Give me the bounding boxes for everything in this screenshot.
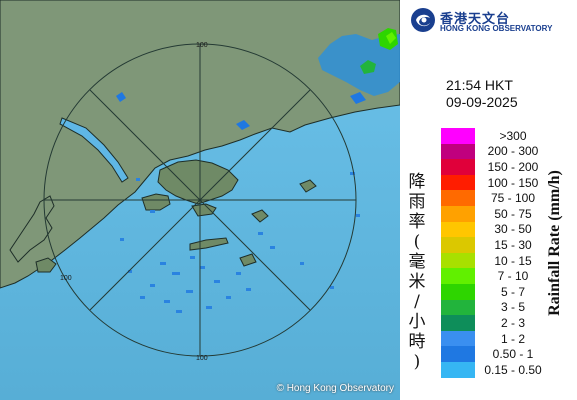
legend-swatch xyxy=(441,128,475,144)
legend-row: 5 - 7 xyxy=(441,283,551,300)
legend-title-chinese-char: 率 xyxy=(408,212,426,232)
legend-swatch xyxy=(441,237,475,253)
hko-name-chinese: 香港天文台 xyxy=(440,12,511,27)
legend-row: 15 - 30 xyxy=(441,237,551,253)
range-axis-diagonal-2 xyxy=(89,89,311,311)
radar-map: 100 100 100 © Hong Kong Observatory xyxy=(0,0,400,400)
legend-row: 1 - 2 xyxy=(441,330,551,347)
legend-row: 75 - 100 xyxy=(441,190,551,206)
radar-date: 09-09-2025 xyxy=(446,94,518,110)
legend-title-chinese-char: 時 xyxy=(408,332,426,352)
land-estuary-west xyxy=(9,195,55,263)
legend-label: 2 - 3 xyxy=(500,315,525,330)
legend-row: 2 - 3 xyxy=(441,315,551,331)
legend-label: 75 - 100 xyxy=(490,191,536,206)
legend-swatch xyxy=(441,159,475,175)
rain-echo-heavy-2 xyxy=(386,32,396,44)
range-label-north: 100 xyxy=(196,42,208,49)
legend-title-chinese-char: ) xyxy=(413,352,421,372)
land-river-channel xyxy=(59,117,129,183)
legend-label: 150 - 200 xyxy=(487,159,539,174)
copyright-text: © Hong Kong Observatory xyxy=(276,383,394,394)
legend-label: 200 - 300 xyxy=(487,144,539,159)
legend-label: >300 xyxy=(499,128,527,143)
info-panel: 香港天文台 HONG KONG OBSERVATORY 21:54 HKT 09… xyxy=(400,0,577,400)
legend-label: 100 - 150 xyxy=(487,175,539,190)
legend-swatch xyxy=(441,299,475,316)
legend-label: 7 - 10 xyxy=(497,269,529,284)
land-island-east-1 xyxy=(251,209,269,223)
legend-label: 10 - 15 xyxy=(494,253,532,268)
legend-row: 0.50 - 1 xyxy=(441,346,551,362)
land-island-east-2 xyxy=(299,179,317,193)
rain-echoes xyxy=(116,28,400,313)
legend-row: 0.15 - 0.50 xyxy=(441,361,551,378)
legend-row: 10 - 15 xyxy=(441,252,551,269)
legend-row: 50 - 75 xyxy=(441,205,551,222)
legend-title-chinese-char: 小 xyxy=(408,312,426,332)
legend-title-chinese-char: 雨 xyxy=(408,192,426,212)
legend-swatch xyxy=(441,283,475,300)
legend-label: 30 - 50 xyxy=(494,222,532,237)
hko-name-english: HONG KONG OBSERVATORY xyxy=(440,24,553,33)
legend-title-chinese-char: / xyxy=(414,292,420,312)
legend-label: 1 - 2 xyxy=(500,331,525,346)
legend-swatch xyxy=(441,174,475,191)
legend-swatch xyxy=(441,252,475,269)
legend-title-chinese: 降雨率(毫米 / 小時) xyxy=(408,172,426,372)
legend-swatch xyxy=(441,143,475,160)
legend-swatch xyxy=(441,268,475,284)
radar-time: 21:54 HKT xyxy=(446,77,513,93)
range-rings xyxy=(43,43,357,357)
legend-swatch xyxy=(441,315,475,331)
legend-row: 200 - 300 xyxy=(441,143,551,160)
rain-echo-moderate-1 xyxy=(360,60,376,74)
legend-row: >300 xyxy=(441,128,551,144)
rainfall-legend: >300 200 - 300 150 - 200 100 - 150 75 - 100 5… xyxy=(441,128,551,378)
legend-swatch xyxy=(441,330,475,347)
land-island-east-3 xyxy=(239,253,257,267)
legend-label: 0.50 - 1 xyxy=(492,347,534,362)
legend-swatch xyxy=(441,361,475,378)
legend-label: 5 - 7 xyxy=(500,284,525,299)
legend-title-chinese-char: 米 xyxy=(408,272,426,292)
legend-row: 3 - 5 xyxy=(441,299,551,316)
rain-echo-scatter-south xyxy=(120,172,360,313)
legend-title-chinese-char: ( xyxy=(413,232,421,252)
rain-echo-light-1 xyxy=(350,92,366,104)
legend-title-chinese-char: 毫 xyxy=(408,252,426,272)
range-label-south: 100 xyxy=(196,355,208,362)
hko-logo-icon xyxy=(411,8,435,32)
legend-label: 3 - 5 xyxy=(500,300,525,315)
legend-swatch xyxy=(441,205,475,222)
land-island-west-1 xyxy=(35,257,57,273)
legend-swatch xyxy=(441,346,475,362)
rain-echo-northeast xyxy=(318,34,400,96)
land-lantau-island xyxy=(141,193,171,211)
legend-swatch xyxy=(441,190,475,206)
legend-row: 30 - 50 xyxy=(441,221,551,238)
rain-echo-light-2 xyxy=(236,120,250,130)
legend-title-chinese-char: 降 xyxy=(408,172,426,192)
rain-echo-light-3 xyxy=(116,92,126,102)
legend-row: 150 - 200 xyxy=(441,159,551,175)
legend-row: 100 - 150 xyxy=(441,174,551,191)
legend-label: 50 - 75 xyxy=(494,206,532,221)
land-hong-kong xyxy=(157,159,239,205)
range-label-southwest: 100 xyxy=(60,275,72,282)
legend-label: 15 - 30 xyxy=(494,237,532,252)
legend-swatch xyxy=(441,221,475,238)
legend-row: 7 - 10 xyxy=(441,268,551,284)
radar-map-svg: 100 100 100 xyxy=(0,0,400,400)
legend-label: 0.15 - 0.50 xyxy=(484,362,542,377)
hko-logo: 香港天文台 HONG KONG OBSERVATORY xyxy=(410,6,575,36)
